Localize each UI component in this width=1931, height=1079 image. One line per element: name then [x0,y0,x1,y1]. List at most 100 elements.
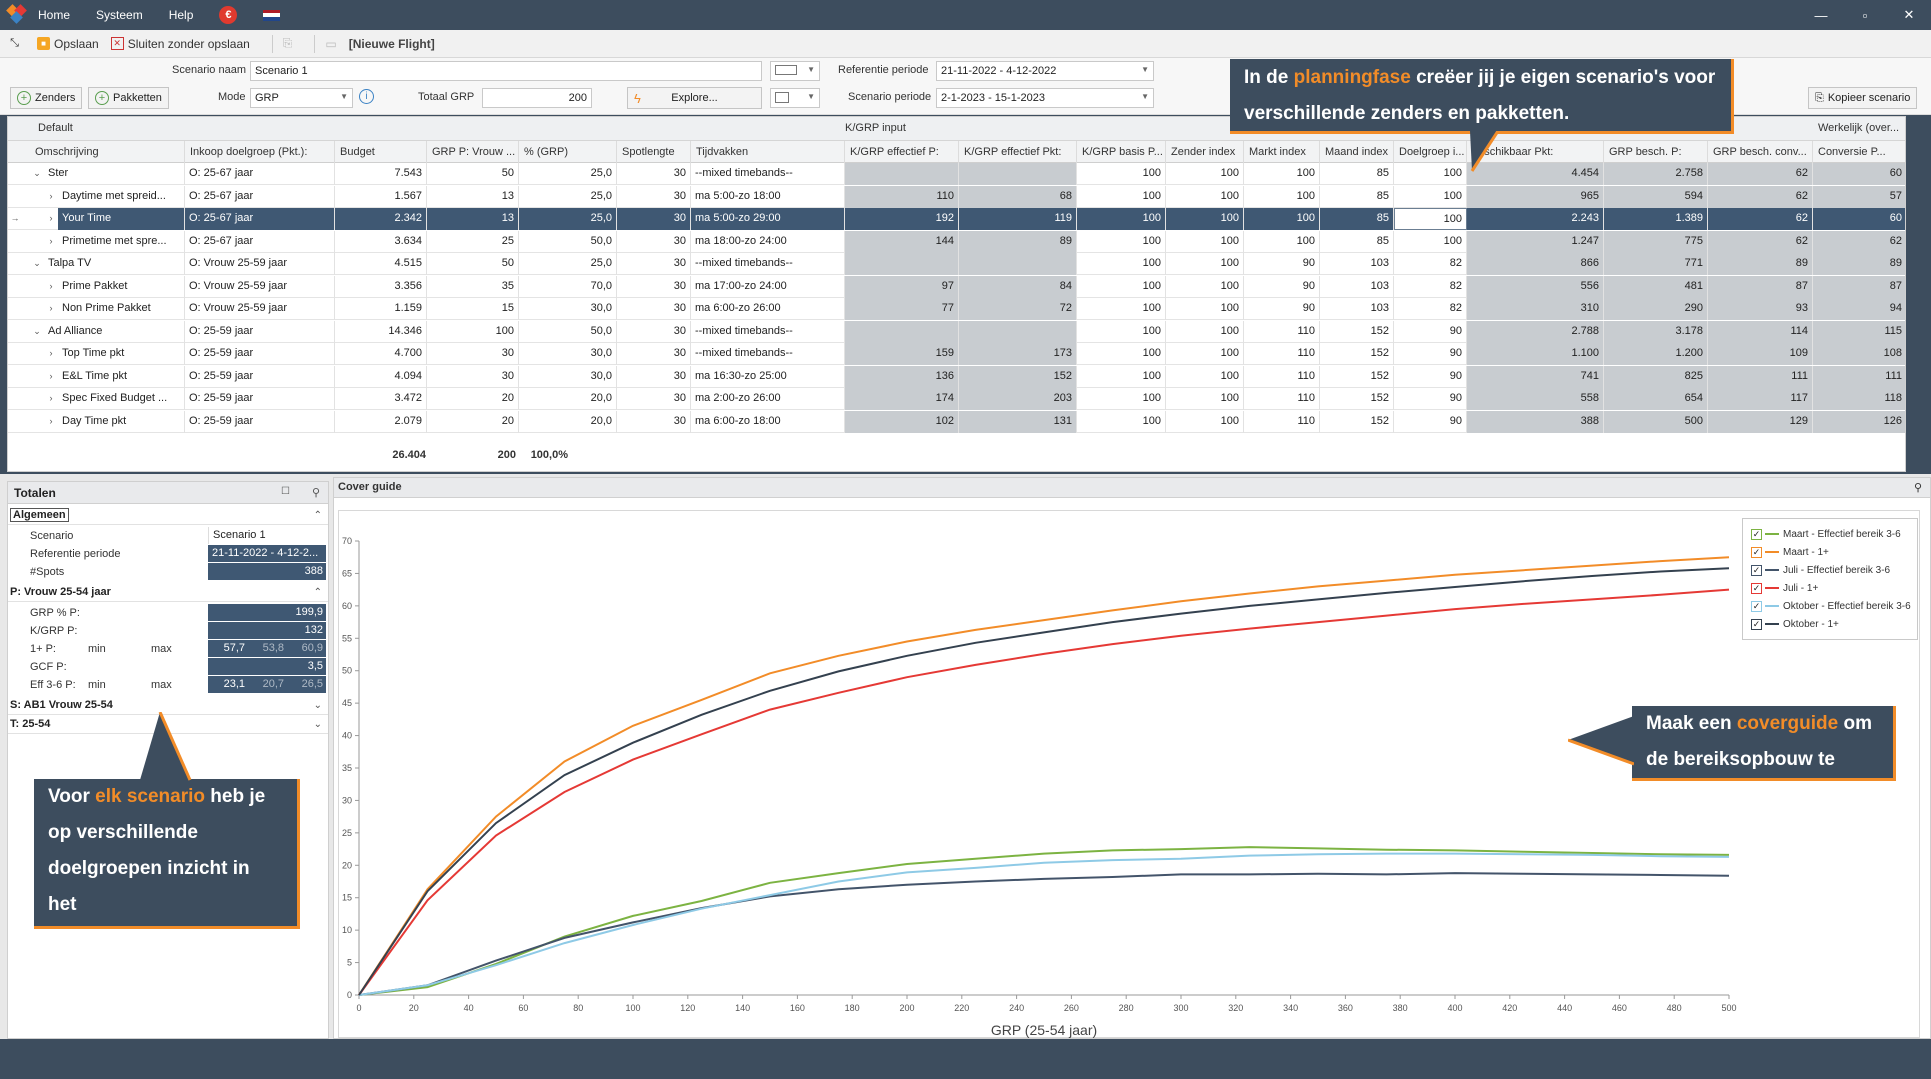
cell[interactable]: 4.454 [1467,163,1604,185]
table-row[interactable]: › E&L Time pkt O: 25-59 jaar 4.094 30 30,0 30 m… [8,365,1905,388]
cell[interactable]: 1.247 [1467,230,1604,253]
cell[interactable]: ma 6:00-zo 26:00 [691,298,845,320]
column-header[interactable]: GRP besch. conv... [1708,141,1813,163]
checkbox-icon[interactable]: ✓ [1751,618,1762,630]
cell[interactable]: O: 25-67 jaar [185,163,335,185]
cell[interactable]: 152 [1320,320,1394,343]
cell[interactable]: 13 [427,208,519,230]
cell[interactable]: ma 16:30-zo 25:00 [691,365,845,388]
cell[interactable]: 62 [1813,230,1905,253]
cell[interactable]: E&L Time pkt [58,365,185,388]
cell[interactable]: 126 [1813,410,1905,433]
cell[interactable]: 3.356 [335,275,427,298]
cell[interactable]: 500 [1604,410,1708,433]
menu-help[interactable]: Help [168,8,194,22]
cell[interactable]: 20 [427,410,519,433]
expand-icon[interactable]: › [49,280,53,291]
cell[interactable]: 100 [1077,343,1166,365]
cell[interactable]: 90 [1394,410,1467,433]
cell[interactable]: Spec Fixed Budget ... [58,388,185,410]
cell[interactable]: 3.178 [1604,320,1708,343]
cell[interactable]: 100 [1077,298,1166,320]
cell[interactable]: 775 [1604,230,1708,253]
scenario-periode-select[interactable]: 2-1-2023 - 15-1-2023 ▼ [936,88,1154,108]
cell[interactable]: 2.243 [1467,208,1604,230]
cell[interactable]: 82 [1394,253,1467,275]
cell[interactable]: 129 [1708,410,1813,433]
collapse-icon[interactable]: ⌄ [33,168,41,178]
cell[interactable]: 30 [617,365,691,388]
cell[interactable]: 2.342 [335,208,427,230]
cell[interactable]: ma 6:00-zo 18:00 [691,410,845,433]
cell[interactable]: 144 [845,230,959,253]
cell[interactable]: 85 [1320,230,1394,253]
pakketten-button[interactable]: + Pakketten [88,87,169,109]
cell[interactable]: 100 [1077,253,1166,275]
cell[interactable]: 100 [1166,388,1244,410]
cell[interactable]: 25,0 [519,208,617,230]
cell[interactable]: 159 [845,343,959,365]
expand-icon[interactable]: › [49,370,53,381]
cell[interactable]: --mixed timebands-- [691,320,845,343]
cell[interactable]: 30,0 [519,343,617,365]
cell[interactable]: 1.100 [1467,343,1604,365]
pin-icon[interactable]: ⚲ [311,487,320,499]
cell[interactable]: 100 [1166,410,1244,433]
cell[interactable]: 25,0 [519,163,617,185]
section-algemeen[interactable]: Algemeen ⌃ [8,506,328,525]
cell[interactable]: 62 [1708,163,1813,185]
cell[interactable]: --mixed timebands-- [691,163,845,185]
cell[interactable]: 556 [1467,275,1604,298]
cell[interactable]: 100 [1166,298,1244,320]
cell[interactable]: 4.515 [335,253,427,275]
cell[interactable]: 100 [1244,208,1320,230]
dutch-flag-icon[interactable] [263,9,281,21]
cell[interactable]: 173 [959,343,1077,365]
cell[interactable]: 85 [1320,208,1394,230]
group-row[interactable]: ⌄ Talpa TV O: Vrouw 25-59 jaar 4.515 50 25,0 3… [8,253,1905,275]
table-row[interactable]: › Non Prime Pakket O: Vrouw 25-59 jaar 1.15… [8,298,1905,320]
cell[interactable]: 2.758 [1604,163,1708,185]
cell[interactable]: ma 2:00-zo 26:00 [691,388,845,410]
cell[interactable] [845,320,959,343]
doc-icon[interactable]: ▭ [325,36,337,51]
close-button[interactable]: ✕ [1903,7,1915,22]
cell[interactable]: 30 [427,343,519,365]
cell[interactable]: 30 [617,185,691,208]
cell[interactable]: 84 [959,275,1077,298]
cell[interactable]: 100 [1166,230,1244,253]
cell[interactable]: 100 [1077,320,1166,343]
cell[interactable]: 100 [1244,163,1320,185]
cell[interactable]: O: 25-67 jaar [185,208,335,230]
cell[interactable]: 119 [959,208,1077,230]
cell[interactable]: 100 [427,320,519,343]
cell[interactable]: 100 [1077,185,1166,208]
cell[interactable]: 825 [1604,365,1708,388]
column-header[interactable]: K/GRP effectief Pkt: [959,141,1077,163]
cell[interactable]: 2.788 [1467,320,1604,343]
cell[interactable] [959,320,1077,343]
cell[interactable]: 87 [1813,275,1905,298]
checkbox-icon[interactable]: ✓ [1751,600,1762,612]
referentie-periode-select[interactable]: 21-11-2022 - 4-12-2022 ▼ [936,61,1154,81]
cell[interactable]: 30 [617,208,691,230]
cell[interactable]: ma 17:00-zo 24:00 [691,275,845,298]
cell[interactable]: 152 [1320,388,1394,410]
cell[interactable] [959,163,1077,185]
minimize-button[interactable]: — [1814,7,1828,23]
legend-item[interactable]: ✓ Oktober - 1+ [1751,615,1917,633]
column-header[interactable]: beschikbaar Pkt: [1467,141,1604,163]
cell[interactable]: 310 [1467,298,1604,320]
group-row[interactable]: ⌄ Ad Alliance O: 25-59 jaar 14.346 100 50,0 30… [8,320,1905,343]
cell[interactable]: 60 [1813,208,1905,230]
table-row[interactable]: → › Your Time O: 25-67 jaar 2.342 13 25,0 30 ma … [8,208,1905,230]
cell[interactable]: 30 [617,298,691,320]
cell[interactable]: 50 [427,163,519,185]
cell[interactable]: 62 [1708,208,1813,230]
cell[interactable]: O: 25-59 jaar [185,388,335,410]
cell[interactable]: 117 [1708,388,1813,410]
cell[interactable]: 2.079 [335,410,427,433]
cell[interactable]: 14.346 [335,320,427,343]
cell[interactable]: 1.389 [1604,208,1708,230]
cell[interactable]: ma 5:00-zo 18:00 [691,185,845,208]
